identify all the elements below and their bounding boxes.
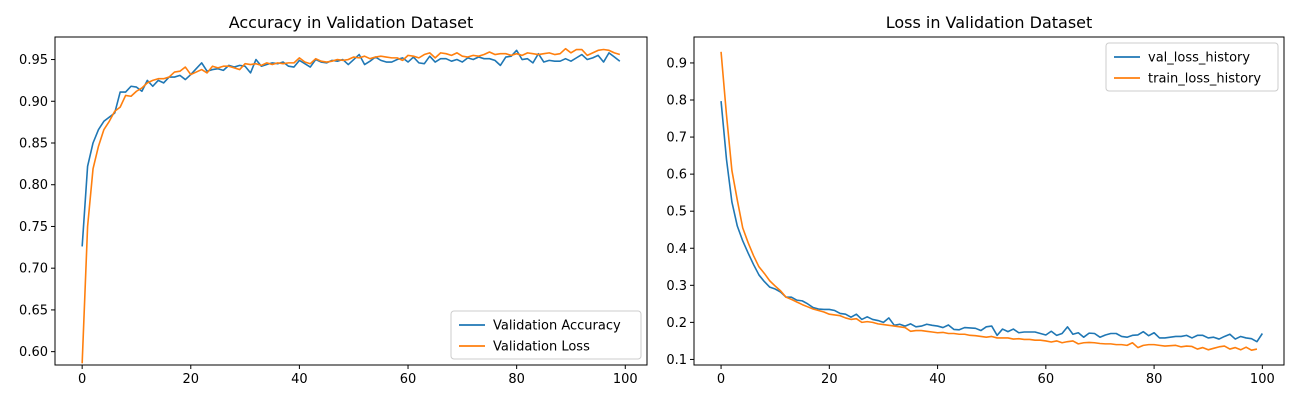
legend-box [450,310,642,360]
x-tick-label: 20 [183,372,200,387]
plot-frame [693,36,1285,366]
series-line-1 [720,101,1264,343]
y-tick-label: 0.90 [19,95,48,110]
x-tick-label: 0 [717,372,725,387]
y-tick-label: 0.8 [666,94,687,109]
legend-entry-label: val_loss_history [1148,51,1250,66]
chart-title: Loss in Validation Dataset [886,13,1093,32]
y-tick-label: 0.5 [666,205,687,220]
x-tick-label: 40 [929,372,946,387]
x-tick-label: 60 [400,372,417,387]
series-line-2 [81,47,621,364]
x-tick-label: 0 [78,372,86,387]
y-tick-label: 0.70 [19,262,48,277]
x-tick-label: 60 [1038,372,1055,387]
y-tick-label: 0.4 [666,242,687,257]
series-line-2 [720,51,1258,351]
x-tick-label: 20 [821,372,838,387]
chart-panel-2: Loss in Validation Dataset 0 20 40 60 80 100 0.… [666,13,1285,387]
y-tick-label: 0.2 [666,316,687,331]
y-tick-label: 0.3 [666,279,687,294]
x-tick-label: 100 [1250,372,1275,387]
x-tick-label: 80 [508,372,525,387]
y-tick-label: 0.65 [19,303,48,318]
plot-frame [54,36,648,366]
legend: Validation Accuracy Validation Loss [450,310,642,360]
y-tick-label: 0.60 [19,345,48,360]
y-tick-label: 0.1 [666,353,687,368]
x-tick-label: 40 [291,372,308,387]
y-tick-label: 0.7 [666,131,687,146]
chart-panel-1: Accuracy in Validation Dataset 0 20 40 60 80 1… [19,13,648,387]
legend-entry-label: train_loss_history [1148,72,1261,87]
y-tick-label: 0.9 [666,56,687,71]
y-tick-label: 0.85 [19,136,48,151]
chart-title: Accuracy in Validation Dataset [229,13,474,32]
x-tick-label: 100 [613,372,638,387]
legend: val_loss_history train_loss_history [1105,42,1279,92]
legend-entry-label: Validation Accuracy [493,319,621,334]
x-tick-label: 80 [1146,372,1163,387]
y-tick-label: 0.75 [19,220,48,235]
y-tick-label: 0.80 [19,178,48,193]
y-tick-label: 0.6 [666,168,687,183]
series-line-1 [81,49,621,247]
legend-box [1105,42,1279,92]
legend-entry-label: Validation Loss [493,340,590,355]
y-tick-label: 0.95 [19,53,48,68]
